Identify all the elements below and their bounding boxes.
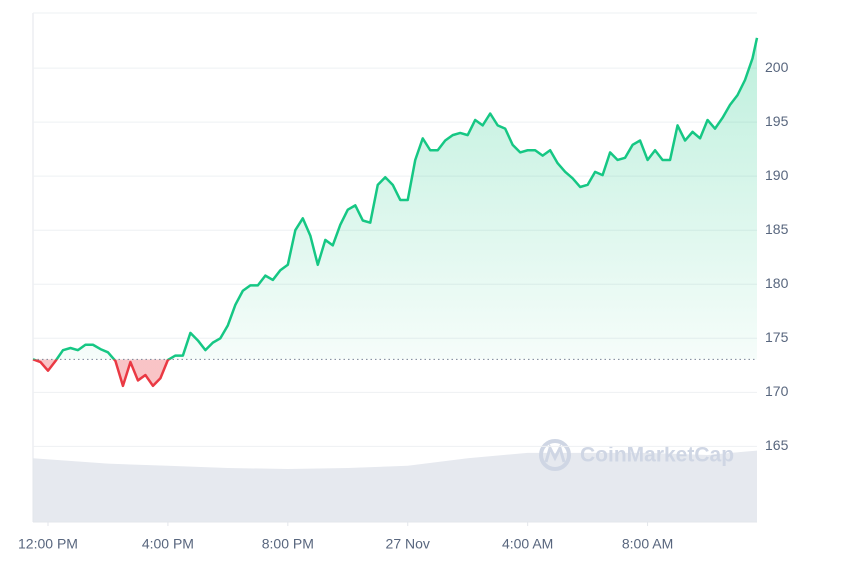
watermark: CoinMarketCap (539, 439, 734, 471)
price-area (33, 37, 757, 386)
price-line (32, 37, 759, 388)
y-tick-label: 180 (765, 275, 789, 291)
x-tick-label: 12:00 PM (18, 536, 78, 552)
x-tick-label: 27 Nov (386, 536, 430, 552)
x-tick-label: 4:00 PM (142, 536, 194, 552)
y-tick-label: 195 (765, 113, 789, 129)
watermark-text: CoinMarketCap (580, 444, 734, 467)
x-tick-label: 4:00 AM (502, 536, 553, 552)
y-tick-label: 185 (765, 221, 789, 237)
volume-area (33, 450, 757, 522)
y-tick-label: 190 (765, 167, 789, 183)
y-tick-label: 165 (765, 437, 789, 453)
y-tick-label: 170 (765, 383, 789, 399)
x-tick-label: 8:00 AM (622, 536, 673, 552)
y-tick-label: 175 (765, 329, 789, 345)
y-tick-label: 200 (765, 59, 789, 75)
x-tick-label: 8:00 PM (262, 536, 314, 552)
